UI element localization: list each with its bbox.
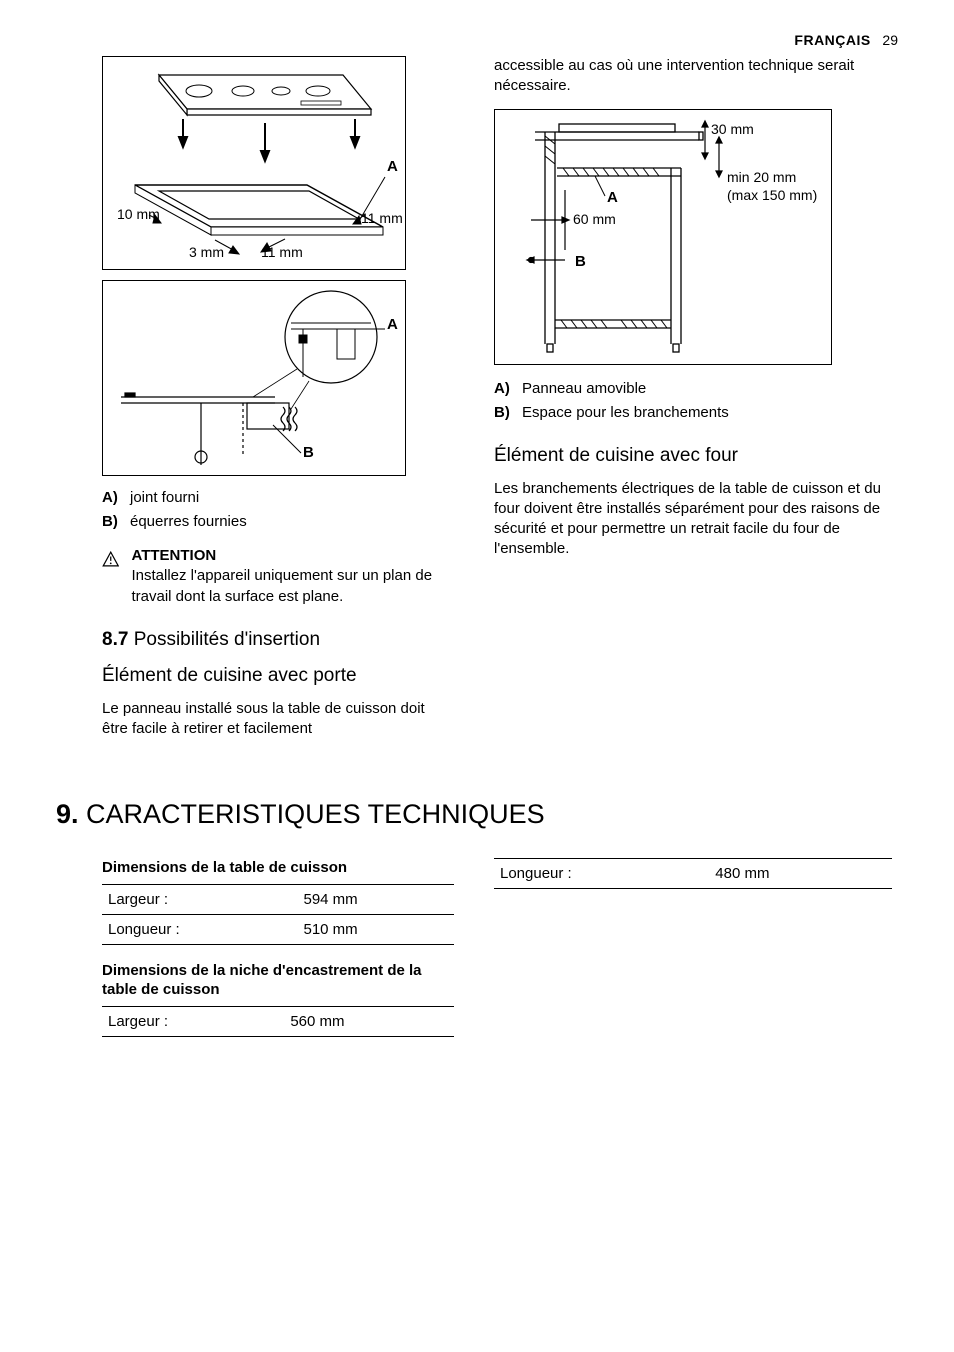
diagram1-label-11mm-a: 11 mm (361, 210, 403, 226)
legend-B-txt: équerres fournies (130, 510, 247, 534)
column-left: A 10 mm 11 mm 3 mm 11 mm (56, 56, 454, 739)
table-row: Largeur : 594 mm (102, 884, 454, 914)
diagram1-label-11mm-b: 11 mm (261, 244, 303, 260)
table1-title: Dimensions de la table de cuisson (102, 858, 454, 878)
page-header: FRANÇAIS 29 (56, 32, 898, 48)
cell-key: Largeur : (102, 884, 253, 914)
tables-right: Longueur : 480 mm (494, 858, 892, 1037)
table-cutout-dims: Largeur : 560 mm (102, 1006, 454, 1037)
heading-8-7: 8.7 Possibilités d'insertion (102, 629, 454, 651)
diagram-cabinet-svg: 30 mm min 20 mm (max 150 mm) 60 mm A B (495, 110, 831, 364)
legend-right: A) Panneau amovible B) Espace pour les bra… (494, 377, 892, 425)
table-cutout-dims-2: Longueur : 480 mm (494, 858, 892, 889)
table-row: Longueur : 480 mm (494, 859, 892, 889)
legend2-A-lbl: A) (494, 377, 514, 401)
tables-row: Dimensions de la table de cuisson Largeu… (56, 858, 898, 1037)
para-four: Les branchements électriques de la table… (494, 479, 892, 560)
heading-8-7-num: 8.7 (102, 629, 128, 650)
legend-left: A) joint fourni B) équerres fournies (102, 486, 454, 534)
legend-B-lbl: B) (102, 510, 122, 534)
cell-key: Longueur : (102, 914, 253, 944)
para-top-right: accessible au cas où une intervention te… (494, 56, 892, 97)
table-row: Longueur : 510 mm (102, 914, 454, 944)
svg-text:30 mm: 30 mm (711, 121, 754, 137)
cell-key: Largeur : (102, 1006, 240, 1036)
table-cooktop-dims: Largeur : 594 mm Longueur : 510 mm (102, 884, 454, 945)
subheading-porte: Élément de cuisine avec porte (102, 665, 454, 687)
diagram1-label-A: A (387, 158, 398, 175)
cell-key: Longueur : (494, 859, 665, 889)
table2-title: Dimensions de la niche d'encastrement de… (102, 961, 454, 1000)
page-number: 29 (882, 32, 898, 48)
svg-text:min 20 mm: min 20 mm (727, 169, 796, 185)
cell-val: 480 mm (665, 859, 892, 889)
heading-9-title: CARACTERISTIQUES TECHNIQUES (86, 799, 545, 829)
warning-icon (102, 546, 119, 572)
svg-text:A: A (607, 189, 618, 206)
svg-text:60 mm: 60 mm (573, 211, 616, 227)
diagram-cabinet: 30 mm min 20 mm (max 150 mm) 60 mm A B (494, 109, 832, 365)
svg-text:(max 150 mm): (max 150 mm) (727, 187, 817, 203)
svg-text:A: A (387, 316, 398, 333)
two-column-body: A 10 mm 11 mm 3 mm 11 mm (56, 56, 898, 739)
heading-8-7-title: Possibilités d'insertion (134, 629, 320, 650)
legend-A-lbl: A) (102, 486, 122, 510)
diagram-install-top-svg: A 10 mm 11 mm 3 mm 11 mm (103, 57, 405, 269)
legend2-B-txt: Espace pour les branchements (522, 401, 729, 425)
attention-body: Installez l'appareil uniquement sur un p… (131, 566, 454, 607)
legend2-B-lbl: B) (494, 401, 514, 425)
diagram-install-top: A 10 mm 11 mm 3 mm 11 mm (102, 56, 406, 270)
table-row: Largeur : 560 mm (102, 1006, 454, 1036)
diagram1-label-3mm: 3 mm (189, 244, 224, 260)
column-right: accessible au cas où une intervention te… (494, 56, 892, 739)
diagram-install-detail: A B (102, 280, 406, 476)
svg-text:B: B (303, 444, 314, 461)
tables-left: Dimensions de la table de cuisson Largeu… (56, 858, 454, 1037)
para-porte: Le panneau installé sous la table de cui… (102, 699, 454, 740)
diagram-install-detail-svg: A B (103, 281, 405, 475)
svg-text:B: B (575, 253, 586, 270)
attention-title: ATTENTION (131, 546, 454, 566)
lang-label: FRANÇAIS (794, 32, 870, 48)
subheading-four: Élément de cuisine avec four (494, 445, 892, 467)
cell-val: 510 mm (253, 914, 454, 944)
attention-block: ATTENTION Installez l'appareil uniquemen… (102, 546, 454, 607)
legend-A-txt: joint fourni (130, 486, 199, 510)
heading-9: 9. CARACTERISTIQUES TECHNIQUES (56, 799, 898, 830)
section-9: 9. CARACTERISTIQUES TECHNIQUES Dimension… (56, 799, 898, 1037)
legend2-A-txt: Panneau amovible (522, 377, 646, 401)
cell-val: 594 mm (253, 884, 454, 914)
diagram1-label-10mm: 10 mm (117, 206, 160, 222)
cell-val: 560 mm (240, 1006, 454, 1036)
heading-9-num: 9. (56, 799, 79, 829)
